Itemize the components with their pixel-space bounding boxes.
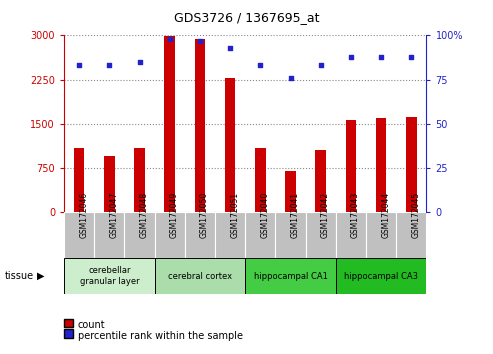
Point xyxy=(317,63,325,68)
Text: cerebellar
granular layer: cerebellar granular layer xyxy=(79,267,139,286)
Point xyxy=(136,59,143,65)
Bar xyxy=(376,118,387,212)
Point xyxy=(226,45,234,51)
Text: GSM172040: GSM172040 xyxy=(260,192,269,238)
Text: GSM172049: GSM172049 xyxy=(170,192,179,238)
Bar xyxy=(255,148,266,212)
Point xyxy=(407,54,415,59)
Bar xyxy=(64,258,155,294)
Text: cerebral cortex: cerebral cortex xyxy=(168,272,232,281)
Text: tissue: tissue xyxy=(5,271,34,281)
Bar xyxy=(336,258,426,294)
Bar xyxy=(185,212,215,258)
Point xyxy=(256,63,264,68)
Text: GSM172048: GSM172048 xyxy=(140,192,148,238)
Text: GSM172046: GSM172046 xyxy=(79,192,88,238)
Point xyxy=(166,36,174,42)
Text: count: count xyxy=(78,320,106,330)
Bar xyxy=(396,212,426,258)
Point xyxy=(106,63,113,68)
Text: GSM172043: GSM172043 xyxy=(351,192,360,238)
Bar xyxy=(316,150,326,212)
Point xyxy=(377,54,385,59)
Point xyxy=(75,63,83,68)
Bar xyxy=(366,212,396,258)
Text: ▶: ▶ xyxy=(37,271,44,281)
Bar xyxy=(134,148,145,212)
Bar xyxy=(336,212,366,258)
Bar xyxy=(276,212,306,258)
Bar xyxy=(245,258,336,294)
Text: GSM172050: GSM172050 xyxy=(200,192,209,238)
Bar xyxy=(155,258,245,294)
Bar xyxy=(225,78,236,212)
Text: GSM172047: GSM172047 xyxy=(109,192,118,238)
Bar xyxy=(406,117,417,212)
Text: GDS3726 / 1367695_at: GDS3726 / 1367695_at xyxy=(174,11,319,24)
Text: hippocampal CA3: hippocampal CA3 xyxy=(344,272,418,281)
Text: GSM172045: GSM172045 xyxy=(411,192,421,238)
Bar xyxy=(64,212,94,258)
Bar xyxy=(104,156,115,212)
Bar xyxy=(215,212,246,258)
Bar xyxy=(285,171,296,212)
Text: GSM172051: GSM172051 xyxy=(230,192,239,238)
Bar xyxy=(74,148,84,212)
Text: GSM172042: GSM172042 xyxy=(321,192,330,238)
Bar xyxy=(94,212,124,258)
Bar xyxy=(306,212,336,258)
Point xyxy=(347,54,355,59)
Point xyxy=(196,38,204,44)
Text: percentile rank within the sample: percentile rank within the sample xyxy=(78,331,243,341)
Bar xyxy=(195,39,205,212)
Bar xyxy=(124,212,155,258)
Text: hippocampal CA1: hippocampal CA1 xyxy=(253,272,327,281)
Bar xyxy=(245,212,276,258)
Bar xyxy=(346,120,356,212)
Text: GSM172044: GSM172044 xyxy=(381,192,390,238)
Bar xyxy=(155,212,185,258)
Text: GSM172041: GSM172041 xyxy=(290,192,300,238)
Bar xyxy=(165,36,175,212)
Point xyxy=(286,75,294,81)
